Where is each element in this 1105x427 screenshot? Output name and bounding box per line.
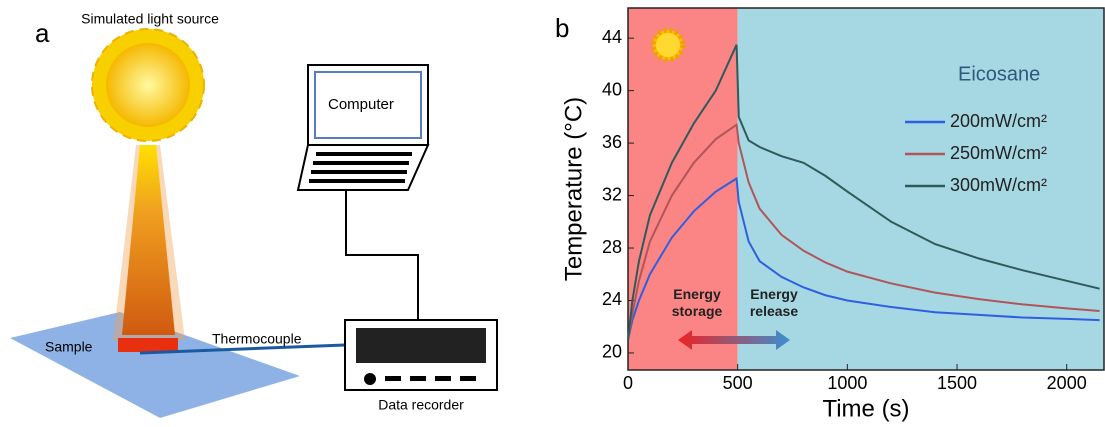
y-tick-label: 44	[602, 27, 622, 47]
legend-label: 250mW/cm²	[950, 143, 1047, 163]
label: Data recorder	[378, 397, 464, 413]
canvas: a Simulated light source Sample Thermoco…	[0, 0, 1105, 427]
recorder	[345, 320, 497, 390]
figure: a Simulated light source Sample Thermoco…	[0, 0, 1105, 427]
label: Computer	[328, 96, 394, 113]
y-tick-label: 28	[602, 237, 622, 257]
label: Thermocouple	[212, 331, 302, 347]
annotation: Energy storage	[665, 286, 729, 320]
panel-label: b	[555, 13, 569, 43]
y-tick-label: 36	[602, 132, 622, 152]
legend-label: 200mW/cm²	[950, 111, 1047, 131]
sample	[118, 338, 178, 352]
x-tick-label: 1000	[827, 373, 867, 393]
annotation: Energy release	[742, 286, 806, 320]
panel-label: a	[35, 18, 50, 48]
sun-icon	[656, 33, 680, 57]
label: Simulated light source	[81, 11, 219, 27]
y-tick-label: 32	[602, 184, 622, 204]
y-tick-label: 20	[602, 342, 622, 362]
chart: 20 24 28 32 36 40 44 0 500 1000 1500 2000 Time (s) Te…	[555, 8, 1104, 422]
x-axis-title: Time (s)	[822, 395, 909, 422]
x-tick-label: 1500	[937, 373, 977, 393]
legend-label: 300mW/cm²	[950, 175, 1047, 195]
x-tick-label: 2000	[1047, 373, 1087, 393]
x-tick-label: 500	[723, 373, 753, 393]
label: Sample	[45, 339, 93, 355]
laptop	[298, 65, 428, 190]
y-tick-label: 24	[602, 289, 622, 309]
legend-title: Eicosane	[958, 63, 1040, 85]
y-axis-title: Temperature (°C)	[560, 97, 587, 281]
cable	[346, 190, 418, 320]
y-tick-label: 40	[602, 79, 622, 99]
sun	[92, 29, 204, 141]
x-tick-label: 0	[623, 373, 633, 393]
